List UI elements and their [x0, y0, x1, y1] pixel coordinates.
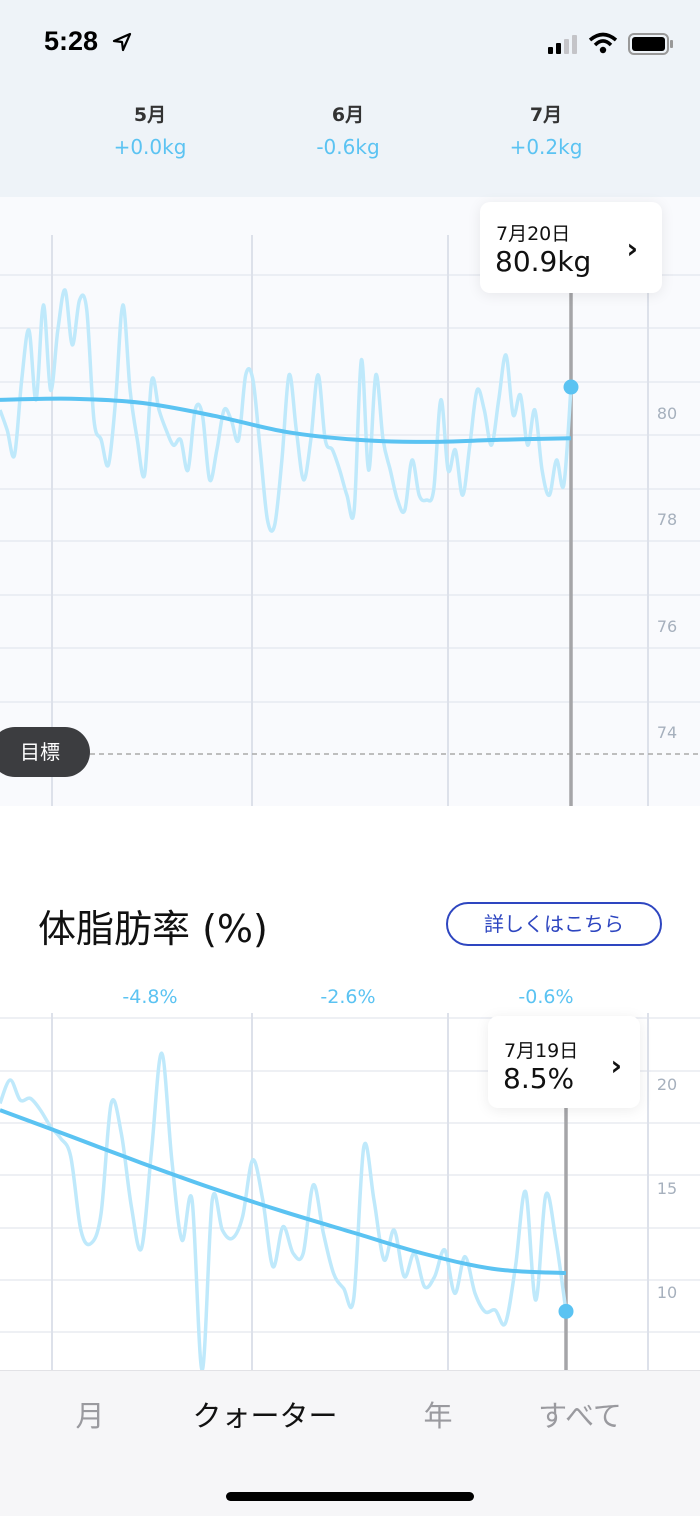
y-tick-20: 20 — [650, 1075, 684, 1094]
trend-line — [0, 396, 572, 444]
tab-month[interactable]: 月 — [75, 1399, 105, 1433]
y-tick-10: 10 — [650, 1283, 684, 1302]
month-change: +0.2kg — [509, 135, 583, 159]
header-summary: 5:28 5月 +0.0kg 6月 -0.6kg 7月 +0.2kg — [0, 0, 700, 197]
y-tick-80: 80 — [650, 404, 684, 423]
month-label: 5月 — [133, 104, 167, 126]
selected-point — [558, 1303, 574, 1319]
details-button[interactable]: 詳しくはこちら — [446, 902, 662, 946]
body-fat-change-july: -0.6% — [518, 986, 574, 1008]
body-fat-title: 体脂肪率 (%) — [38, 907, 268, 951]
battery-icon — [628, 33, 673, 55]
y-tick-78: 78 — [650, 510, 684, 529]
month-summary-july: 7月 +0.2kg — [466, 100, 626, 159]
selected-point — [563, 379, 579, 395]
body-fat-change-june: -2.6% — [320, 986, 376, 1008]
trend-line — [0, 1108, 567, 1276]
y-tick-76: 76 — [650, 617, 684, 636]
y-tick-15: 15 — [650, 1179, 684, 1198]
weight-tooltip[interactable]: 7月20日 80.9kg › — [480, 202, 662, 293]
body-fat-chart-plot[interactable] — [0, 1013, 700, 1370]
tooltip-value: 8.5% — [503, 1062, 575, 1095]
month-summary-june: 6月 -0.6kg — [268, 100, 428, 159]
home-indicator[interactable] — [226, 1492, 474, 1501]
body-fat-change-may: -4.8% — [122, 986, 178, 1008]
month-label: 7月 — [529, 104, 563, 126]
tooltip-date: 7月19日 — [504, 1040, 579, 1062]
chevron-right-icon[interactable]: › — [610, 1049, 622, 1082]
y-tick-74: 74 — [650, 723, 684, 742]
weight-chart-plot[interactable] — [0, 197, 700, 806]
raw-data-line — [0, 288, 573, 533]
body-fat-chart[interactable]: 20 15 10 7月19日 8.5% › — [0, 1013, 700, 1370]
wifi-icon — [588, 32, 618, 54]
month-change: -0.6kg — [316, 135, 380, 159]
status-time: 5:28 — [44, 26, 99, 56]
signal-icon — [548, 35, 577, 54]
raw-data-line — [0, 1051, 568, 1370]
period-tab-bar: 月 クォーター 年 すべて — [0, 1370, 700, 1516]
tab-all[interactable]: すべて — [538, 1399, 622, 1433]
location-arrow-icon — [112, 32, 132, 52]
chevron-right-icon[interactable]: › — [626, 232, 638, 265]
month-label: 6月 — [331, 104, 365, 126]
weight-chart[interactable]: 80 78 76 74 7月20日 80.9kg › — [0, 197, 700, 806]
tooltip-value: 80.9kg — [495, 245, 592, 278]
tooltip-date: 7月20日 — [496, 223, 571, 245]
tab-quarter[interactable]: クォーター — [192, 1399, 338, 1433]
goal-badge: 目標 — [0, 727, 90, 777]
tab-year[interactable]: 年 — [423, 1399, 453, 1433]
month-change: +0.0kg — [113, 135, 187, 159]
month-summary-may: 5月 +0.0kg — [70, 100, 230, 159]
body-fat-tooltip[interactable]: 7月19日 8.5% › — [488, 1016, 640, 1108]
